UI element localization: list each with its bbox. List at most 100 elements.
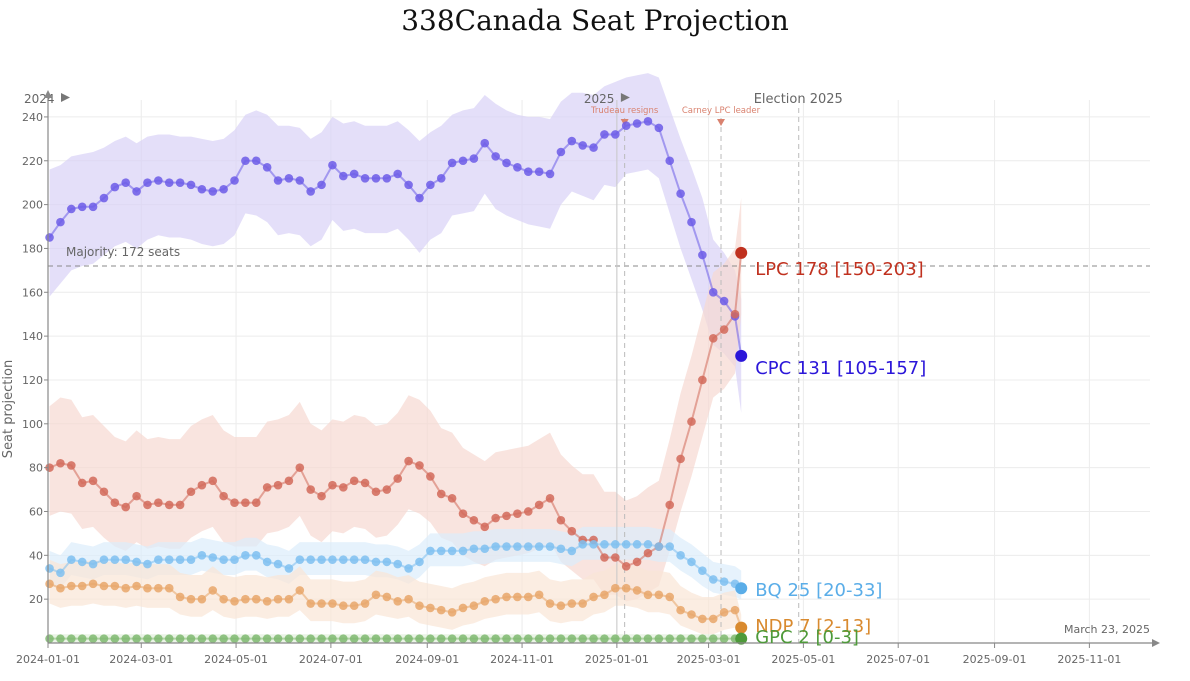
point-lpc <box>284 476 294 486</box>
point-ndp <box>164 583 174 593</box>
point-lpc <box>469 515 479 525</box>
point-lpc <box>230 498 239 508</box>
point-cpc <box>567 136 577 146</box>
year-2025-arrow <box>620 93 630 102</box>
point-gpc <box>534 634 544 643</box>
point-ndp <box>502 592 511 602</box>
point-lpc <box>491 513 500 523</box>
point-bq <box>469 544 479 554</box>
point-cpc <box>241 156 250 166</box>
point-cpc <box>735 349 748 362</box>
point-cpc <box>186 180 196 190</box>
end-labels: CPC 131 [105-157] LPC 178 [150-203] BQ 25 … <box>755 259 926 648</box>
event2-marker <box>717 119 726 126</box>
end-label-lpc: LPC 178 [150-203] <box>755 259 924 280</box>
point-lpc <box>556 515 566 525</box>
point-cpc <box>251 156 261 166</box>
point-lpc <box>426 472 435 481</box>
point-ndp <box>719 608 729 617</box>
point-ndp <box>186 594 196 604</box>
point-ndp <box>77 581 87 591</box>
point-ndp <box>197 594 207 604</box>
point-bq <box>219 555 228 565</box>
point-lpc <box>328 480 337 490</box>
point-bq <box>241 551 250 560</box>
point-lpc <box>154 498 163 508</box>
point-cpc <box>99 193 109 203</box>
point-cpc <box>589 143 598 152</box>
point-bq <box>502 542 511 551</box>
point-lpc <box>273 480 283 490</box>
point-bq <box>197 551 207 560</box>
x-tick-label: 2025-03-01 <box>677 653 741 666</box>
point-gpc <box>339 634 348 643</box>
point-ndp <box>708 614 718 624</box>
point-cpc <box>295 176 305 185</box>
point-bq <box>458 546 468 556</box>
x-tick-label: 2024-05-01 <box>204 653 268 666</box>
point-bq <box>317 555 326 565</box>
point-ndp <box>545 599 555 608</box>
point-lpc <box>262 483 272 492</box>
date-stamp: March 23, 2025 <box>1064 623 1150 636</box>
point-cpc <box>404 180 413 190</box>
point-ndp <box>284 594 294 604</box>
point-ndp <box>665 592 675 602</box>
point-cpc <box>513 163 522 172</box>
end-label-cpc: CPC 131 [105-157] <box>755 358 926 379</box>
point-ndp <box>241 594 250 604</box>
point-ndp <box>328 599 337 608</box>
x-tick-label: 2024-03-01 <box>109 653 173 666</box>
point-gpc <box>219 634 228 643</box>
point-gpc <box>88 634 98 643</box>
point-lpc <box>404 456 413 466</box>
point-cpc <box>643 117 653 126</box>
point-gpc <box>600 634 609 643</box>
point-lpc <box>415 461 424 470</box>
y-axis-arrow <box>44 90 52 98</box>
point-bq <box>306 555 315 565</box>
point-cpc <box>469 154 479 163</box>
point-lpc <box>339 483 348 492</box>
point-lpc <box>197 480 207 490</box>
point-ndp <box>556 601 566 611</box>
point-gpc <box>698 634 707 643</box>
point-ndp <box>730 605 740 615</box>
point-lpc <box>447 494 457 503</box>
point-bq <box>643 540 653 549</box>
point-cpc <box>621 121 631 130</box>
point-cpc <box>67 204 76 214</box>
point-bq <box>382 557 392 567</box>
point-gpc <box>567 634 577 643</box>
point-gpc <box>393 634 403 643</box>
point-bq <box>121 555 131 565</box>
point-bq <box>589 540 598 549</box>
point-bq <box>545 542 555 551</box>
point-ndp <box>654 590 664 600</box>
point-cpc <box>306 187 315 196</box>
point-lpc <box>175 500 185 510</box>
point-ndp <box>88 579 98 589</box>
point-gpc <box>262 634 272 643</box>
point-ndp <box>426 603 435 613</box>
point-lpc <box>687 417 696 426</box>
point-bq <box>735 582 748 595</box>
point-cpc <box>436 173 446 183</box>
point-cpc <box>719 296 729 306</box>
point-lpc <box>208 476 218 486</box>
point-lpc <box>251 498 261 508</box>
point-ndp <box>339 601 348 611</box>
point-gpc <box>523 634 533 643</box>
y-tick-label: 180 <box>22 242 43 255</box>
x-tick-label: 2025-11-01 <box>1057 653 1121 666</box>
point-lpc <box>458 509 468 518</box>
point-ndp <box>458 603 468 613</box>
point-bq <box>404 564 413 573</box>
point-bq <box>698 566 707 575</box>
point-gpc <box>143 634 152 643</box>
point-cpc <box>317 180 326 190</box>
point-lpc <box>110 498 120 508</box>
point-gpc <box>719 634 729 643</box>
point-cpc <box>480 138 490 148</box>
point-gpc <box>589 634 598 643</box>
